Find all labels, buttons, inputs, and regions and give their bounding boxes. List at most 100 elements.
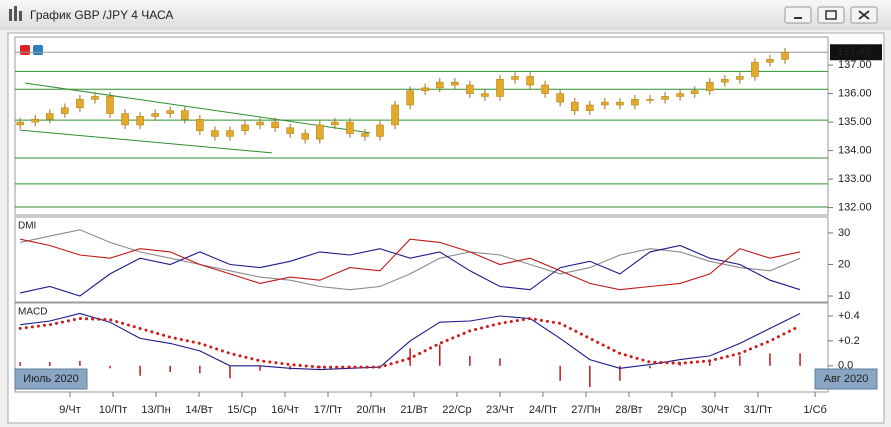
candle-body <box>301 133 310 140</box>
candle-body <box>690 90 699 94</box>
candle-body <box>570 101 579 111</box>
candle-body <box>496 79 504 97</box>
panel-border <box>14 216 829 303</box>
candle-body <box>391 104 399 126</box>
candle-body <box>661 96 669 100</box>
candle-body <box>646 98 654 101</box>
candle-body <box>376 124 384 137</box>
candle-body <box>76 98 84 109</box>
candle-body <box>211 130 219 137</box>
candle-body <box>601 101 609 106</box>
candle-body <box>435 81 444 89</box>
candle-body <box>16 121 24 126</box>
candle-body <box>241 124 249 131</box>
candle-body <box>541 84 549 94</box>
x-tick-label: 22/Ср <box>442 404 471 416</box>
y-tick-label: 132.00 <box>838 201 872 213</box>
candle-body <box>331 121 339 126</box>
candle-body <box>526 76 534 86</box>
x-tick-label: 16/Чт <box>271 404 299 416</box>
price-tag-label: 137.45 <box>837 46 871 58</box>
candle-body <box>316 124 324 140</box>
candle-body <box>736 76 744 80</box>
candle-body <box>406 90 414 106</box>
candle-body <box>421 87 429 92</box>
panel-border <box>14 36 829 216</box>
candle-body <box>136 116 144 126</box>
trend-line <box>24 82 371 134</box>
candle-body <box>556 93 564 103</box>
x-tick-label: 21/Вт <box>400 404 427 416</box>
trend-line <box>20 129 273 154</box>
x-tick-label: 14/Вт <box>185 404 212 416</box>
dmi-line <box>20 229 801 291</box>
y-tick-label: +0.2 <box>838 335 860 347</box>
period-start-label: Июль 2020 <box>23 373 79 385</box>
candle-body <box>511 76 519 80</box>
candle-body <box>61 107 69 114</box>
window-icon <box>9 6 22 21</box>
panel-title: DMI <box>18 221 36 232</box>
x-tick-label: 24/Пт <box>529 404 557 416</box>
candle-body <box>286 127 294 134</box>
y-tick-label: +0.4 <box>838 310 860 322</box>
candle-body <box>271 121 279 129</box>
x-tick-label: 27/Пн <box>571 404 600 416</box>
x-tick-label: 29/Ср <box>657 404 686 416</box>
panel-title: MACD <box>18 307 47 318</box>
candle-body <box>676 93 684 97</box>
period-end-label: Авг 2020 <box>824 373 869 385</box>
panel-border <box>14 302 829 393</box>
candle-body <box>166 110 175 114</box>
candle-body <box>226 130 234 137</box>
candle-body <box>781 51 789 60</box>
x-tick-label: 28/Вт <box>615 404 642 416</box>
candle-body <box>721 79 729 83</box>
y-tick-label: 137.00 <box>838 59 872 71</box>
y-tick-label: 10 <box>838 290 850 302</box>
signal-line <box>18 316 802 369</box>
close-button[interactable] <box>850 6 878 24</box>
y-tick-label: 133.00 <box>838 173 872 185</box>
y-tick-label: 135.00 <box>838 116 872 128</box>
y-tick-label: 136.00 <box>838 87 872 99</box>
plot-area: 137.00 136.00 135.00 134.00 133.00 132.00 137.… <box>14 36 882 416</box>
maximize-button[interactable] <box>817 6 845 24</box>
x-tick-label: 9/Чт <box>59 404 81 416</box>
candle-body <box>751 61 759 77</box>
candle-body <box>481 93 489 97</box>
x-tick-label: 15/Ср <box>227 404 256 416</box>
candle-body <box>181 110 189 120</box>
x-tick-label: 30/Чт <box>701 404 729 416</box>
x-tick-label: 17/Пт <box>314 404 342 416</box>
candle-body <box>31 118 40 123</box>
candle-body <box>631 98 639 106</box>
candle-body <box>256 121 264 126</box>
candle-body <box>346 121 354 134</box>
candle-body <box>196 118 204 131</box>
macd-line <box>20 312 801 371</box>
y-tick-label: 30 <box>838 227 850 239</box>
candle-body <box>106 96 114 114</box>
x-tick-label: 10/Пт <box>99 404 127 416</box>
period-end-box <box>814 368 878 390</box>
candle-body <box>766 59 774 63</box>
y-tick-label: 20 <box>838 258 850 270</box>
dmi-line <box>20 244 801 297</box>
x-tick-label: 23/Чт <box>486 404 514 416</box>
chart-frame <box>7 32 885 424</box>
candle-body <box>466 84 474 94</box>
candle-body <box>705 81 714 92</box>
candle-body <box>46 113 54 120</box>
title-bar <box>0 0 891 30</box>
minimize-button[interactable] <box>784 6 812 24</box>
x-tick-label: 13/Пн <box>141 404 170 416</box>
window-title: График GBP /JPY 4 ЧАСА <box>30 8 173 22</box>
candle-body <box>151 113 159 117</box>
candle-body <box>586 104 594 111</box>
candle-body <box>361 133 369 137</box>
candle-body <box>451 81 459 86</box>
x-tick-label: 20/Пн <box>356 404 385 416</box>
